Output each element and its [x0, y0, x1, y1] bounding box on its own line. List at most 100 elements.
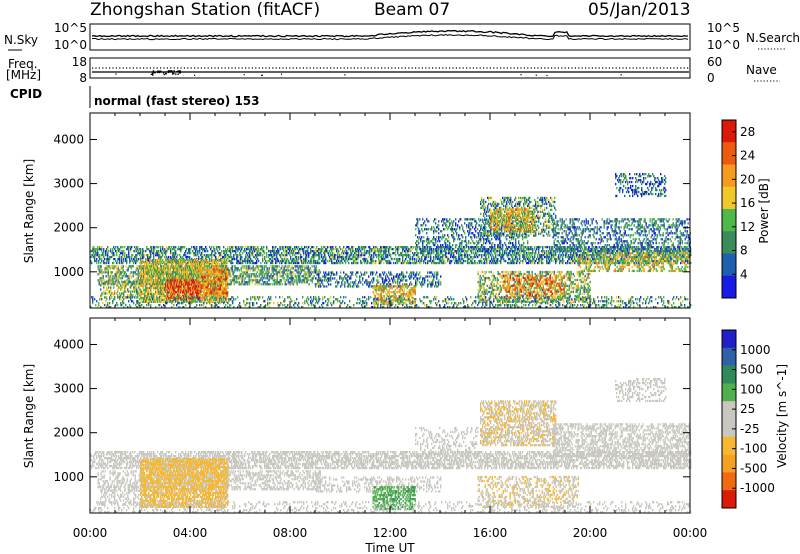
heatmap-cell: [338, 252, 340, 255]
heatmap-cell: [211, 255, 213, 259]
nave-point: [535, 74, 537, 76]
heatmap-cell: [278, 265, 280, 268]
heatmap-cell: [409, 248, 411, 251]
heatmap-cell: [223, 255, 225, 259]
heatmap-cell: [356, 259, 358, 263]
heatmap-cell: [113, 261, 115, 265]
heatmap-cell: [276, 259, 278, 263]
heatmap-cell: [329, 246, 331, 249]
heatmap-cell: [236, 255, 238, 259]
heatmap-cell: [532, 259, 534, 263]
heatmap-cell: [94, 254, 96, 257]
nsky-tick-low: 10^0: [54, 38, 87, 52]
nave-scatter-points: [115, 70, 622, 77]
heatmap-cell: [491, 261, 493, 265]
heatmap-cell: [252, 265, 254, 268]
heatmap-cell: [299, 267, 301, 270]
heatmap-cell: [442, 257, 444, 261]
heatmap-cell: [279, 246, 281, 249]
heatmap-cell: [230, 252, 232, 255]
heatmap-cell: [512, 259, 514, 263]
heatmap-cell: [306, 255, 308, 259]
heatmap-cell: [322, 257, 324, 261]
heatmap-cell: [422, 250, 424, 253]
heatmap-cell: [347, 246, 349, 249]
heatmap-cell: [412, 261, 414, 265]
heatmap-cell: [590, 259, 592, 263]
heatmap-cell: [120, 252, 122, 255]
heatmap-cell: [495, 255, 497, 259]
heatmap-cell: [507, 254, 509, 257]
heatmap-cell: [313, 255, 315, 259]
nave-point: [156, 70, 159, 72]
heatmap-cell: [473, 255, 475, 259]
heatmap-cell: [247, 246, 249, 249]
heatmap-cell: [277, 250, 279, 253]
heatmap-cell: [117, 261, 119, 265]
heatmap-cell: [151, 246, 153, 249]
heatmap-cell: [465, 254, 467, 257]
heatmap-cell: [228, 269, 230, 272]
heatmap-cell: [303, 259, 305, 263]
heatmap-cell: [321, 255, 323, 259]
heatmap-cell: [647, 250, 649, 253]
heatmap-cell: [307, 277, 309, 280]
heatmap-cell: [455, 246, 457, 249]
heatmap-cell: [266, 267, 268, 270]
heatmap-cell: [124, 255, 126, 259]
heatmap-cell: [276, 250, 278, 253]
heatmap-cell: [170, 267, 172, 270]
heatmap-cell: [105, 269, 107, 272]
heatmap-cell: [127, 255, 129, 259]
heatmap-cell: [272, 248, 274, 251]
heatmap-cell: [546, 257, 548, 261]
heatmap-cell: [94, 248, 96, 251]
heatmap-cell: [585, 257, 587, 261]
heatmap-cell: [276, 275, 278, 278]
heatmap-cell: [118, 250, 120, 253]
heatmap-cell: [460, 261, 462, 265]
heatmap-cell: [249, 265, 251, 268]
heatmap-cell: [380, 250, 382, 253]
heatmap-cell: [296, 257, 298, 261]
heatmap-cell: [475, 250, 477, 253]
heatmap-cell: [158, 276, 160, 280]
heatmap-cell: [339, 246, 341, 249]
heatmap-cell: [274, 246, 276, 249]
heatmap-cell: [464, 259, 466, 263]
heatmap-cell: [452, 252, 454, 255]
heatmap-cell: [188, 259, 190, 262]
heatmap-cell: [417, 252, 419, 255]
heatmap-cell: [456, 259, 458, 263]
heatmap-cell: [558, 255, 560, 259]
heatmap-cell: [220, 257, 222, 261]
heatmap-cell: [174, 265, 176, 268]
heatmap-cell: [559, 261, 561, 265]
heatmap-cell: [449, 246, 451, 249]
heatmap-cell: [409, 259, 411, 263]
heatmap-cell: [449, 252, 451, 255]
heatmap-cell: [314, 255, 316, 259]
heatmap-cell: [110, 248, 112, 251]
nave-point: [165, 73, 167, 75]
heatmap-cell: [231, 269, 233, 272]
heatmap-cell: [279, 269, 281, 272]
heatmap-cell: [115, 267, 117, 270]
heatmap-cell: [284, 252, 286, 255]
heatmap-cell: [142, 252, 144, 255]
heatmap-cell: [373, 254, 375, 257]
heatmap-cell: [569, 257, 571, 261]
heatmap-cell: [320, 252, 322, 255]
heatmap-cell: [147, 257, 149, 261]
heatmap-cell: [102, 275, 104, 278]
heatmap-cell: [476, 252, 478, 255]
heatmap-cell: [325, 255, 327, 259]
heatmap-cell: [121, 277, 123, 280]
heatmap-cell: [105, 254, 107, 257]
heatmap-cell: [144, 280, 146, 284]
heatmap-cell: [132, 265, 134, 268]
heatmap-cell: [325, 246, 327, 249]
heatmap-cell: [459, 257, 461, 261]
heatmap-cell: [586, 254, 588, 257]
heatmap-cell: [266, 275, 268, 278]
